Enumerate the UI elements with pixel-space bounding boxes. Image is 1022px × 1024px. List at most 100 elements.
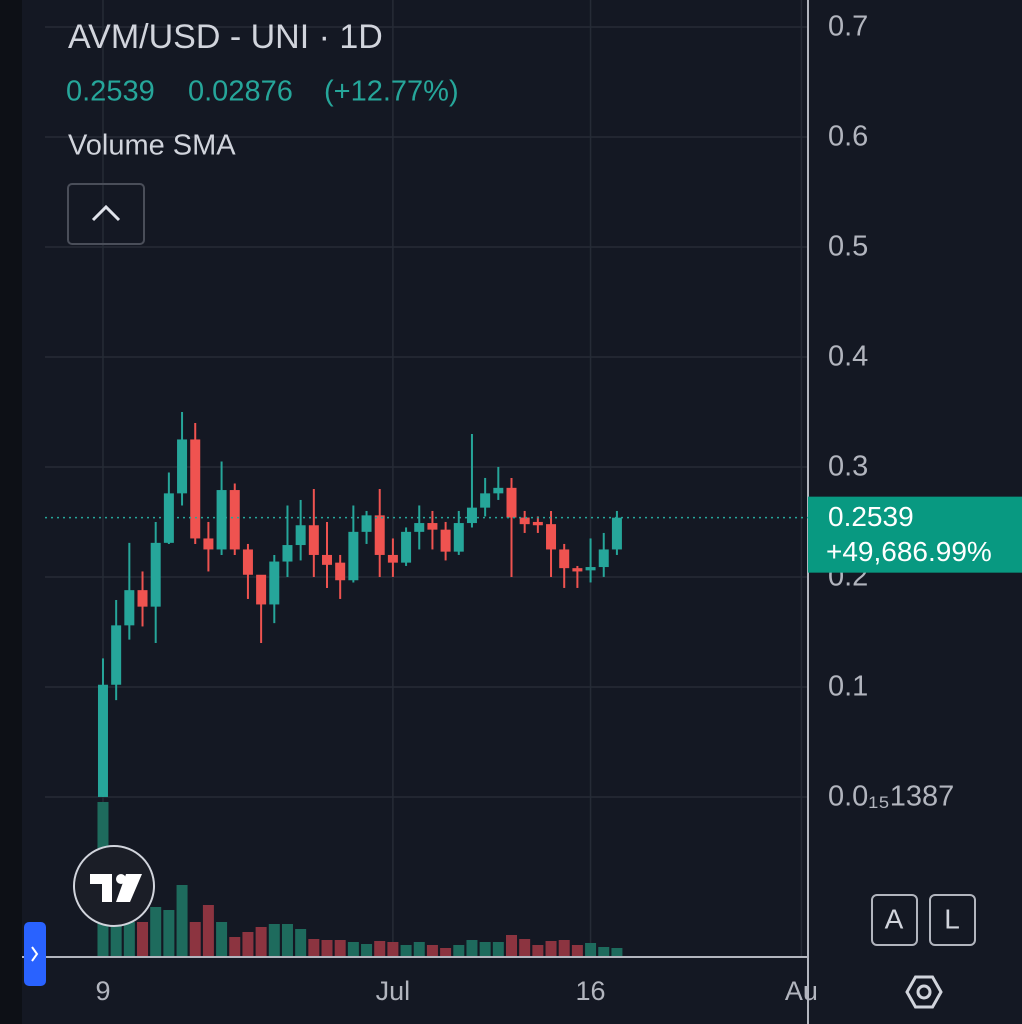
volume-bar	[189, 922, 201, 957]
candle-body	[480, 493, 491, 508]
scroll-tab[interactable]	[24, 922, 46, 986]
volume-bar	[545, 941, 557, 957]
price-change-percent: (+12.77%)	[324, 76, 459, 108]
volume-bar	[137, 922, 149, 957]
volume-bar	[453, 945, 465, 957]
volume-bar	[479, 942, 491, 957]
candle-body	[348, 531, 359, 581]
candle-body	[414, 523, 425, 532]
volume-bar	[532, 945, 544, 957]
volume-bar	[505, 935, 517, 957]
x-tick-label: Au	[785, 976, 818, 1006]
candle-body	[150, 542, 161, 607]
volume-bar	[558, 940, 570, 957]
candle-body	[203, 538, 214, 550]
candle-body	[374, 515, 385, 555]
candle-body	[216, 490, 227, 550]
candle-body	[308, 525, 319, 555]
candle-body	[519, 517, 530, 525]
volume-bar	[150, 907, 162, 957]
candle-body	[322, 554, 333, 565]
y-tick-label: 0.6	[828, 121, 868, 153]
settings-button[interactable]	[905, 975, 943, 1009]
y-tick-label: 0.7	[828, 11, 868, 43]
candle-body	[97, 684, 108, 797]
volume-bar	[374, 941, 386, 957]
candle-body	[163, 493, 174, 543]
candle-body	[295, 525, 306, 546]
y-tick-label: 0.1	[828, 671, 868, 703]
x-tick-label: 16	[576, 976, 606, 1006]
candle-body	[177, 439, 188, 494]
candle-body	[559, 549, 570, 569]
candle-body	[137, 590, 148, 607]
volume-bar	[202, 905, 214, 957]
volume-bar	[598, 947, 610, 957]
candle-body	[229, 490, 240, 550]
collapse-button[interactable]	[67, 183, 145, 245]
left-edge	[0, 0, 22, 1024]
candle-body	[585, 567, 596, 571]
candle-body	[427, 523, 438, 530]
volume-bar	[413, 942, 425, 957]
y-tick-label: 0.5	[828, 231, 868, 263]
candle-body	[269, 561, 280, 605]
volume-bar	[492, 942, 504, 957]
candle-body	[361, 515, 372, 532]
volume-bar	[400, 945, 412, 957]
candle-body	[546, 524, 557, 550]
tradingview-logo[interactable]	[73, 845, 155, 927]
volume-bar	[176, 885, 188, 957]
price-change: 0.02876	[188, 76, 293, 108]
volume-bar	[611, 948, 623, 957]
volume-bar	[281, 924, 293, 957]
volume-bar	[347, 942, 359, 957]
y-tick-label: 0.4	[828, 341, 868, 373]
indicator-name: Volume SMA	[68, 130, 236, 162]
volume-bar	[334, 940, 346, 957]
price-tag	[808, 496, 1022, 573]
candle-body	[190, 439, 201, 539]
candle-body	[111, 625, 122, 685]
volume-bar	[426, 945, 438, 957]
volume-bar	[387, 942, 399, 957]
auto-scale-label: A	[885, 903, 904, 934]
candle-body	[242, 549, 253, 575]
log-scale-label: L	[944, 903, 960, 934]
candle-body	[466, 507, 477, 524]
volume-bar	[466, 940, 478, 957]
auto-scale-button[interactable]: A	[871, 894, 918, 946]
candle-body	[572, 568, 583, 572]
candle-body	[453, 523, 464, 552]
candle-body	[506, 487, 517, 518]
volume-bar	[216, 922, 228, 957]
x-tick-label: Jul	[376, 976, 411, 1006]
volume-bar	[519, 939, 531, 957]
candle-body	[598, 549, 609, 568]
grid	[45, 0, 808, 957]
volume-bar	[255, 927, 267, 957]
candle-body	[387, 554, 398, 563]
volume-bar	[440, 948, 452, 957]
symbol-title: AVM/USD - UNI · 1D	[68, 18, 383, 56]
y-tick-label: 0.3	[828, 451, 868, 483]
y-tick-label: 0.0₁₅1387	[828, 781, 954, 813]
volume-bar	[268, 924, 280, 957]
volume-bar	[308, 939, 320, 957]
volume-bar	[361, 944, 373, 957]
volume-bar	[585, 943, 597, 957]
x-tick-label: 9	[95, 976, 110, 1006]
candle-body	[256, 574, 267, 605]
candle-body	[440, 529, 451, 552]
price-tag-change: +49,686.99%	[826, 536, 992, 567]
candle-body	[124, 590, 135, 626]
volume-bar	[242, 932, 254, 957]
volume-bar	[571, 945, 583, 957]
candle-body	[493, 487, 504, 494]
log-scale-button[interactable]: L	[929, 894, 976, 946]
volume-bar	[321, 940, 333, 957]
candle-body	[611, 517, 622, 550]
volume-bar	[163, 910, 175, 957]
